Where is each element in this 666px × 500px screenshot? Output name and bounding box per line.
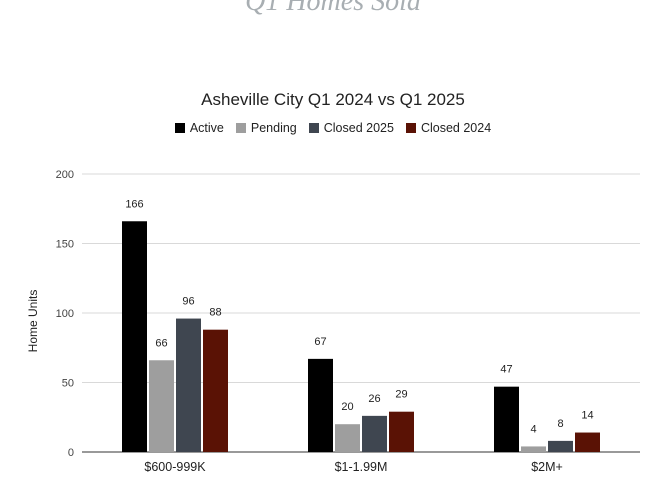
data-label: 20	[341, 401, 353, 413]
legend-swatch	[308, 123, 319, 133]
data-label: 88	[209, 307, 221, 319]
data-label: 67	[314, 336, 326, 348]
legend-swatch	[174, 123, 185, 133]
chart-title: Asheville City Q1 2024 vs Q1 2025	[201, 90, 465, 109]
y-axis-ticks: 0 50 100 150 200	[56, 169, 74, 459]
data-label: 4	[530, 423, 536, 435]
bar	[521, 446, 546, 452]
page-header-title: Q1 Homes Sold	[245, 0, 421, 17]
bar	[203, 329, 228, 452]
legend-swatch	[405, 123, 416, 133]
bar	[335, 424, 360, 452]
category-label: $2M+	[531, 460, 563, 474]
legend-item: Closed 2025	[308, 121, 394, 135]
y-tick-label: 100	[56, 308, 74, 320]
legend-swatch	[235, 123, 246, 133]
bar	[575, 432, 600, 452]
bar	[176, 318, 201, 452]
data-label: 29	[395, 389, 407, 401]
y-tick-label: 50	[62, 378, 74, 390]
chart-legend: Active Pending Closed 2025 Closed 2024	[0, 121, 666, 135]
bars	[122, 221, 600, 452]
grid-lines	[82, 173, 640, 453]
legend-item: Closed 2024	[405, 121, 492, 135]
legend-item: Pending	[235, 121, 297, 135]
legend-label: Closed 2025	[323, 121, 394, 135]
legend-item: Active	[174, 121, 224, 135]
legend-label: Active	[189, 121, 224, 135]
category-label: $600-999K	[144, 460, 206, 474]
y-axis-label: Home Units	[26, 290, 40, 353]
data-label: 26	[368, 393, 380, 405]
data-labels: 166 66 96 88 67 20 26 29 47 4 8 14	[125, 198, 593, 435]
data-label: 8	[557, 418, 563, 430]
bar	[308, 358, 333, 452]
category-labels: $600-999K $1-1.99M $2M+	[144, 460, 562, 474]
bar	[548, 440, 573, 452]
data-label: 96	[182, 296, 194, 308]
bar	[362, 415, 387, 452]
category-label: $1-1.99M	[335, 460, 388, 474]
y-tick-label: 200	[56, 169, 74, 181]
bar	[389, 411, 414, 452]
data-label: 47	[500, 364, 512, 376]
legend-label: Pending	[250, 121, 297, 135]
y-tick-label: 0	[68, 447, 74, 459]
data-label: 14	[581, 410, 593, 422]
data-label: 166	[125, 198, 143, 210]
legend-label: Closed 2024	[420, 121, 492, 135]
bar	[122, 221, 147, 452]
bar	[494, 386, 519, 452]
y-tick-label: 150	[56, 239, 74, 251]
data-label: 66	[155, 337, 167, 349]
bar	[149, 360, 174, 452]
